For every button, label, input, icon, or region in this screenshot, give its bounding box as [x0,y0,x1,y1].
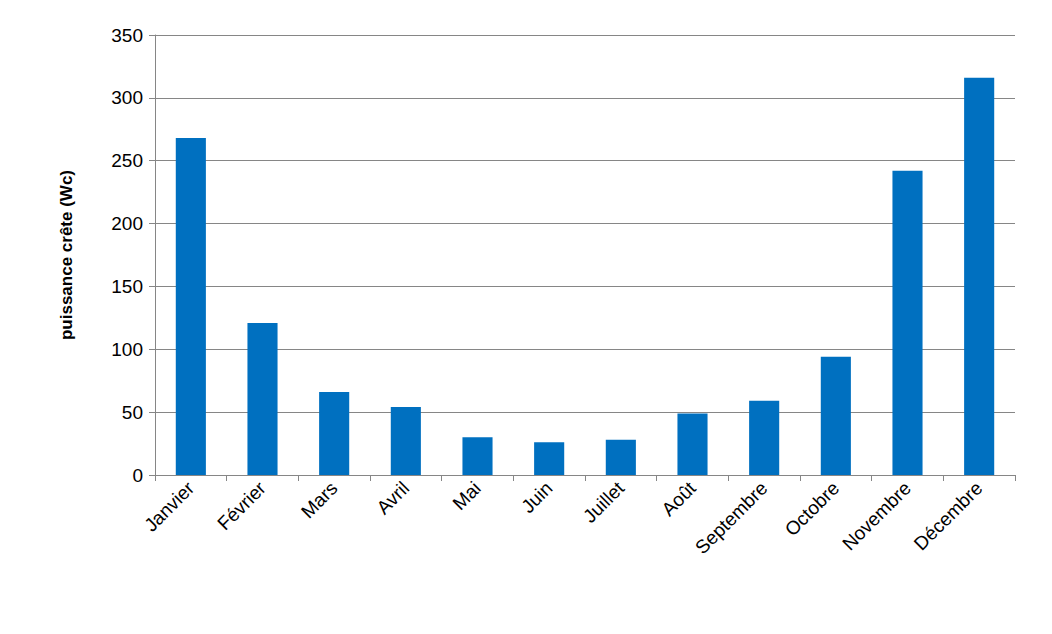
svg-text:Mars: Mars [297,478,342,523]
svg-text:50: 50 [122,402,143,423]
svg-text:Octobre: Octobre [781,478,844,541]
svg-text:Février: Février [213,478,270,535]
svg-text:250: 250 [111,150,143,171]
svg-text:Décembre: Décembre [910,478,987,555]
svg-text:300: 300 [111,87,143,108]
svg-text:Juillet: Juillet [579,477,629,527]
svg-text:200: 200 [111,213,143,234]
svg-text:puissance crête (Wc): puissance crête (Wc) [57,170,76,340]
svg-text:350: 350 [111,25,143,46]
svg-text:Septembre: Septembre [691,478,772,559]
svg-text:Mai: Mai [448,478,484,514]
svg-text:Avril: Avril [373,478,414,519]
svg-text:Janvier: Janvier [140,478,198,536]
svg-text:100: 100 [111,339,143,360]
svg-text:Juin: Juin [517,478,556,517]
svg-text:0: 0 [132,465,143,486]
svg-text:Août: Août [657,477,700,520]
svg-text:150: 150 [111,276,143,297]
svg-text:Novembre: Novembre [838,478,915,555]
